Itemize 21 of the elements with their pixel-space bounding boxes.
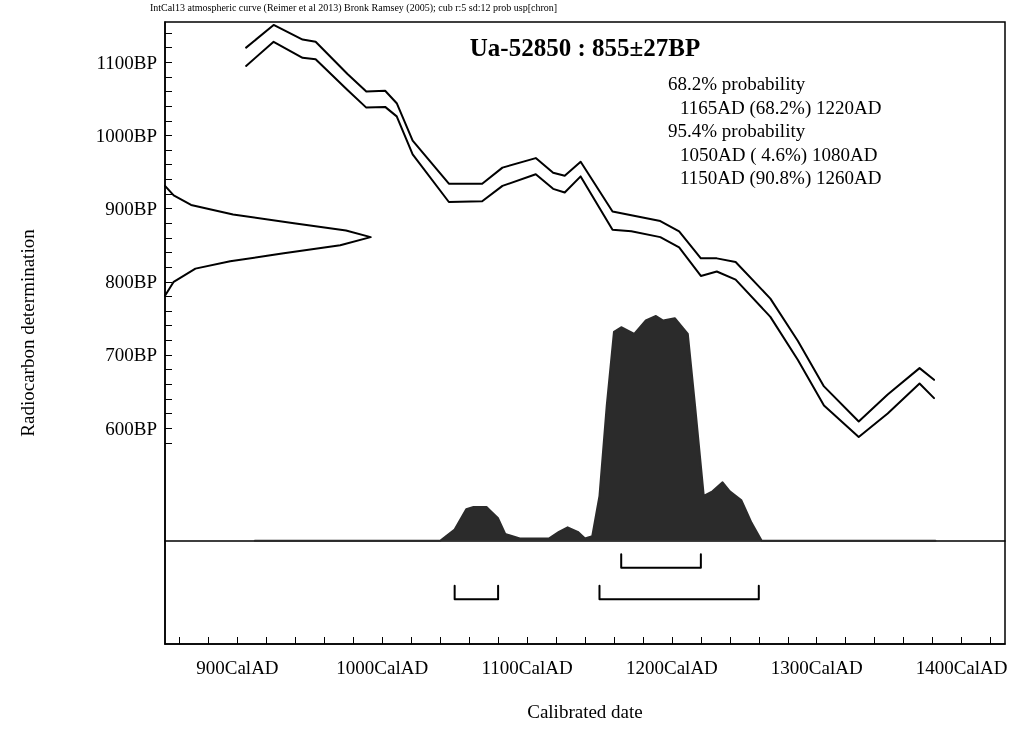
annotation: 1050AD ( 4.6%) 1080AD	[680, 143, 878, 166]
y-tick-label: 700BP	[105, 344, 157, 366]
y-tick-label: 900BP	[105, 198, 157, 220]
y-axis-title: Radiocarbon determination	[17, 228, 38, 437]
x-tick-label: 1400CalAD	[915, 657, 1008, 678]
annotation: 1165AD (68.2%) 1220AD	[680, 96, 882, 119]
annotation: 1150AD (90.8%) 1260AD	[680, 167, 882, 189]
y-tick-label: 600BP	[105, 417, 157, 439]
x-tick-label: 1100CalAD	[481, 657, 573, 678]
text: Ua-52850 : 855±27BP	[469, 34, 701, 61]
x-tick-label: 1300CalAD	[770, 657, 863, 678]
x-axis-title: Calibrated date	[527, 701, 643, 722]
x-tick-label: 900CalAD	[196, 657, 279, 678]
annotation: 95.4% probability	[668, 120, 806, 141]
x-tick-label: 1000CalAD	[336, 657, 429, 678]
text: IntCal13 atmospheric curve (Reimer et al 2013) Bronk Ramsey (2005); cub r:5 sd:12 prob usp[chron]	[150, 1, 558, 14]
y-tick-label: 1100BP	[96, 51, 157, 73]
x-tick-label: 1200CalAD	[625, 657, 718, 678]
y-tick-label: 800BP	[105, 271, 157, 293]
y-tick-label: 1000BP	[95, 124, 157, 146]
annotation: 68.2% probability	[668, 73, 806, 94]
